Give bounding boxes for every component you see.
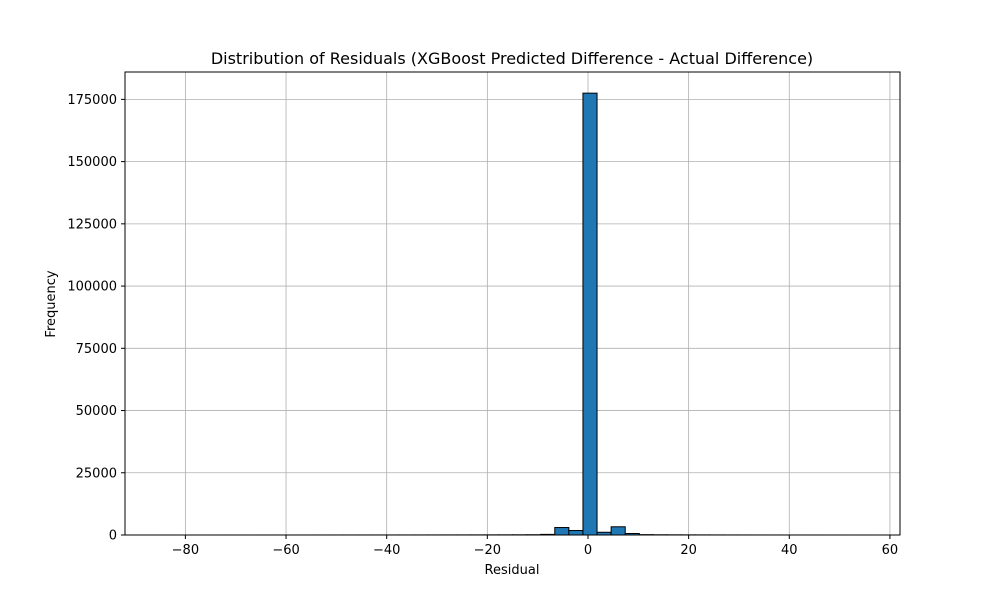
x-tick-label: 40	[781, 543, 798, 558]
x-tick-label: −40	[373, 543, 400, 558]
x-tick-label: −80	[172, 543, 199, 558]
y-tick-label: 50000	[76, 404, 117, 419]
y-tick-label: 25000	[76, 466, 117, 481]
histogram-bar	[554, 527, 570, 536]
histogram-bar	[568, 530, 584, 536]
x-tick-label: 20	[680, 543, 697, 558]
chart-title: Distribution of Residuals (XGBoost Predi…	[211, 49, 813, 68]
y-tick-label: 0	[109, 529, 117, 544]
histogram-bar	[610, 526, 626, 536]
y-tick-label: 125000	[67, 217, 117, 232]
x-axis-label: Residual	[485, 563, 540, 578]
histogram-bar	[582, 92, 598, 536]
x-tick-labels: −80 −60 −40 −20 0 20 40 60	[172, 543, 899, 558]
x-tick-label: 60	[882, 543, 899, 558]
y-tick-labels: 0 25000 50000 75000 100000 125000 150000 175000	[67, 93, 117, 544]
axis-ticks	[121, 98, 891, 539]
y-axis-label: Frequency	[44, 270, 59, 337]
x-tick-label: −20	[474, 543, 501, 558]
plot-frame	[124, 71, 901, 536]
y-tick-label: 150000	[67, 155, 117, 170]
y-tick-label: 175000	[67, 93, 117, 108]
x-tick-label: 0	[584, 543, 592, 558]
x-tick-label: −60	[272, 543, 299, 558]
grid-lines	[125, 72, 900, 536]
y-tick-label: 100000	[67, 280, 117, 295]
y-tick-label: 75000	[76, 342, 117, 357]
